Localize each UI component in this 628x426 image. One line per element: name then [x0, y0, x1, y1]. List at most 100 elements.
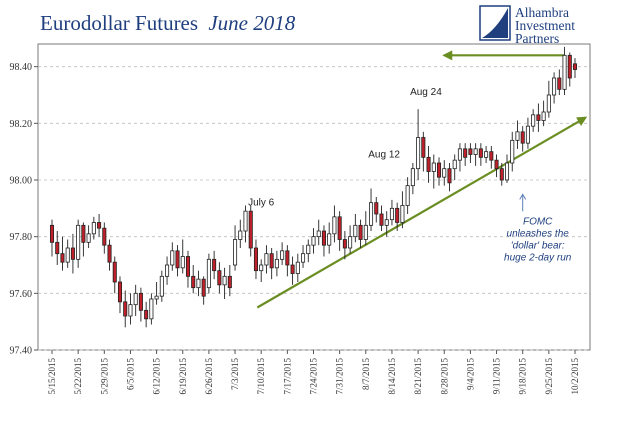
- candle-body-up: [196, 278, 201, 289]
- candle-body-down: [489, 151, 494, 161]
- x-tick-label: 5/22/2015: [73, 358, 83, 395]
- candle-body-up: [76, 224, 81, 260]
- candle-body-up: [316, 230, 321, 238]
- candle: [259, 259, 264, 282]
- candle: [510, 131, 515, 172]
- candle-body-down: [253, 247, 258, 272]
- candle: [327, 222, 332, 254]
- candle-body-up: [243, 210, 248, 232]
- candle: [389, 199, 394, 226]
- candle-body-down: [290, 264, 295, 274]
- candle-body-down: [97, 222, 102, 229]
- candle: [233, 225, 238, 271]
- logo-mark: [482, 8, 508, 38]
- candle: [248, 205, 253, 257]
- candle-body-up: [510, 139, 515, 164]
- logo-line-2: Investment: [515, 18, 575, 33]
- candle: [395, 202, 400, 231]
- candle: [353, 214, 358, 243]
- candle: [133, 284, 138, 316]
- candle: [552, 72, 557, 104]
- candle-body-down: [468, 148, 473, 155]
- x-tick-label: 6/5/2015: [125, 358, 135, 391]
- candle: [463, 143, 468, 166]
- candle: [102, 222, 107, 254]
- candle: [572, 58, 578, 78]
- candle-body-down: [81, 224, 86, 243]
- candle: [531, 109, 536, 132]
- candle: [489, 146, 494, 169]
- candle: [515, 120, 520, 149]
- candle-body-down: [572, 63, 578, 70]
- candle-body-up: [410, 168, 415, 187]
- candle: [253, 239, 258, 280]
- candle-body-up: [363, 224, 368, 240]
- candle: [468, 143, 473, 163]
- y-tick-label: 98.40: [10, 62, 33, 73]
- candle-body-up: [552, 77, 557, 96]
- candle: [379, 205, 384, 231]
- candle: [154, 282, 159, 305]
- candle-body-down: [248, 210, 253, 249]
- candle: [274, 250, 279, 277]
- candle: [562, 46, 567, 95]
- candle: [97, 214, 102, 237]
- candle: [416, 109, 421, 180]
- candle-body-up: [504, 162, 510, 181]
- candle: [112, 256, 117, 294]
- candle: [206, 253, 211, 294]
- candle-body-up: [154, 295, 159, 300]
- candle: [457, 143, 462, 172]
- x-tick-label: 7/17/2015: [282, 358, 292, 395]
- candle-body-up: [484, 151, 489, 158]
- candle-body-up: [416, 137, 421, 170]
- candle-body-up: [400, 205, 405, 223]
- candle-body-down: [112, 261, 117, 283]
- x-tick-label: 6/19/2015: [178, 358, 188, 395]
- candle: [128, 293, 133, 325]
- candle-body-down: [379, 213, 384, 226]
- chart-title-italic: June 2018: [208, 11, 295, 35]
- candle-body-up: [65, 247, 70, 263]
- x-tick-label: 7/10/2015: [256, 358, 266, 395]
- candle: [410, 163, 415, 195]
- candle: [499, 163, 504, 186]
- candle-body-down: [227, 275, 232, 289]
- candle: [243, 205, 248, 243]
- candle: [541, 100, 546, 127]
- candle: [212, 250, 217, 280]
- candle-body-up: [431, 162, 436, 172]
- candle: [81, 222, 86, 257]
- plot-frame: [37, 43, 591, 351]
- candle-body-down: [175, 250, 180, 269]
- candle: [76, 219, 81, 268]
- candle-body-down: [374, 202, 379, 215]
- candle: [60, 236, 65, 271]
- candle: [332, 205, 337, 243]
- candle: [546, 80, 551, 118]
- fomc-note-line: FOMC: [523, 216, 553, 227]
- candle: [117, 276, 123, 314]
- candle: [170, 242, 175, 271]
- x-tick-label: 8/28/2015: [439, 358, 449, 395]
- candle-body-down: [102, 227, 107, 246]
- x-tick-label: 7/24/2015: [309, 358, 319, 395]
- fomc-note-line: unleashes the: [507, 228, 570, 239]
- logo: Alhambra Investment Partners: [479, 5, 575, 46]
- annotation-label: Aug 12: [368, 149, 400, 160]
- chart-title-main: Eurodollar Futures: [40, 11, 198, 35]
- candle: [321, 225, 326, 257]
- annotation-label: Aug 24: [410, 87, 442, 98]
- chart-title: Eurodollar Futures June 2018: [40, 11, 296, 35]
- candle: [290, 256, 295, 285]
- candle: [452, 154, 457, 180]
- candle-body-down: [478, 148, 483, 158]
- x-tick-label: 9/18/2015: [518, 358, 528, 395]
- candle-body-down: [269, 253, 274, 269]
- candle-body-up: [442, 168, 447, 178]
- candle-body-up: [238, 230, 243, 240]
- candle-body-down: [217, 270, 222, 286]
- candle: [269, 248, 274, 280]
- x-tick-label: 6/26/2015: [204, 358, 214, 395]
- candle-body-up: [311, 236, 316, 246]
